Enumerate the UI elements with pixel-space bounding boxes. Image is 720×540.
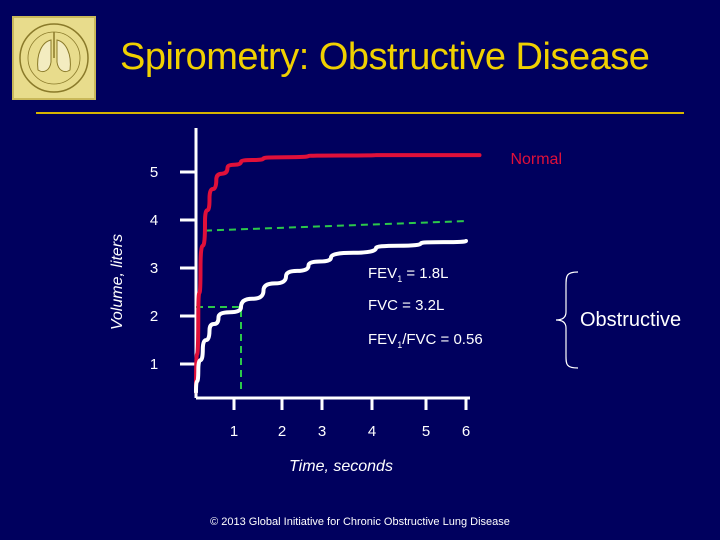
- slide-title: Spirometry: Obstructive Disease: [120, 36, 650, 78]
- gold-logo: [12, 16, 96, 100]
- y-tick-label: 3: [150, 260, 158, 277]
- y-tick-label: 4: [150, 212, 158, 229]
- y-tick-label: 5: [150, 164, 158, 181]
- x-axis-label: Time, seconds: [289, 458, 393, 475]
- fvc-annotation: FVC = 3.2L: [368, 297, 444, 314]
- x-tick-label: 1: [230, 423, 238, 440]
- curve-lines: [194, 153, 482, 394]
- lungs-icon: [19, 23, 89, 93]
- normal-label: Normal: [510, 151, 562, 168]
- guide-lines: [196, 220, 467, 392]
- x-tick-label: 6: [462, 423, 470, 440]
- copyright-footer: © 2013 Global Initiative for Chronic Obs…: [210, 516, 510, 528]
- x-tick-label: 2: [278, 423, 286, 440]
- y-tick-label: 1: [150, 356, 158, 373]
- series-line-normal: [194, 153, 482, 394]
- chart-axes: 1 2 3 4 5 1 2 3 4 5 6: [150, 128, 470, 440]
- fev1-annotation: FEV1 = 1.8L: [368, 265, 449, 284]
- fev1-guide: [196, 306, 242, 392]
- x-tick-label: 5: [422, 423, 430, 440]
- y-axis-label: Volume, liters: [109, 234, 126, 330]
- fvc-guide: [204, 220, 467, 232]
- y-tick-label: 2: [150, 308, 158, 325]
- x-tick-label: 3: [318, 423, 326, 440]
- ratio-annotation: FEV1/FVC = 0.56: [368, 331, 483, 350]
- title-divider: [36, 112, 684, 114]
- obstructive-bracket: [555, 271, 579, 369]
- obstructive-label: Obstructive: [580, 309, 681, 331]
- x-tick-label: 4: [368, 423, 376, 440]
- series-line-obstructive: [194, 239, 468, 394]
